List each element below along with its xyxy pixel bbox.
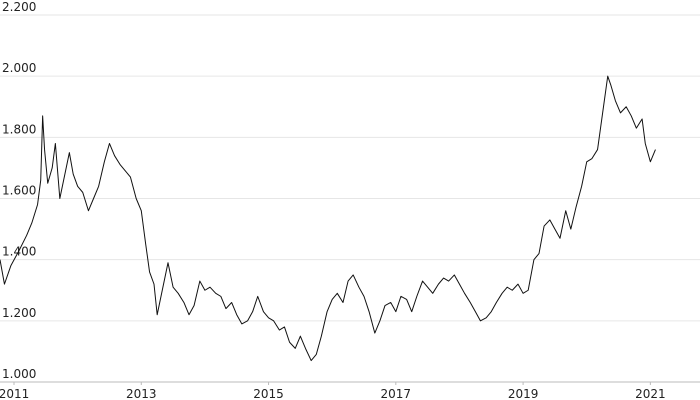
price-line: [0, 75, 656, 362]
x-tick-label: 2011: [0, 387, 29, 400]
x-tick-label: 2019: [508, 387, 539, 400]
y-tick-label: 1.600: [2, 184, 36, 198]
y-tick-label: 1.800: [2, 122, 36, 136]
y-tick-label: 2.000: [2, 61, 36, 75]
x-tick-label: 2017: [381, 387, 412, 400]
x-tick-label: 2015: [253, 387, 284, 400]
y-tick-label: 1.400: [2, 245, 36, 259]
y-tick-label: 1.200: [2, 306, 36, 320]
y-tick-label: 2.200: [2, 0, 36, 14]
y-tick-label: 1.000: [2, 367, 36, 381]
x-tick-label: 2021: [635, 387, 666, 400]
x-tick-label: 2013: [126, 387, 157, 400]
